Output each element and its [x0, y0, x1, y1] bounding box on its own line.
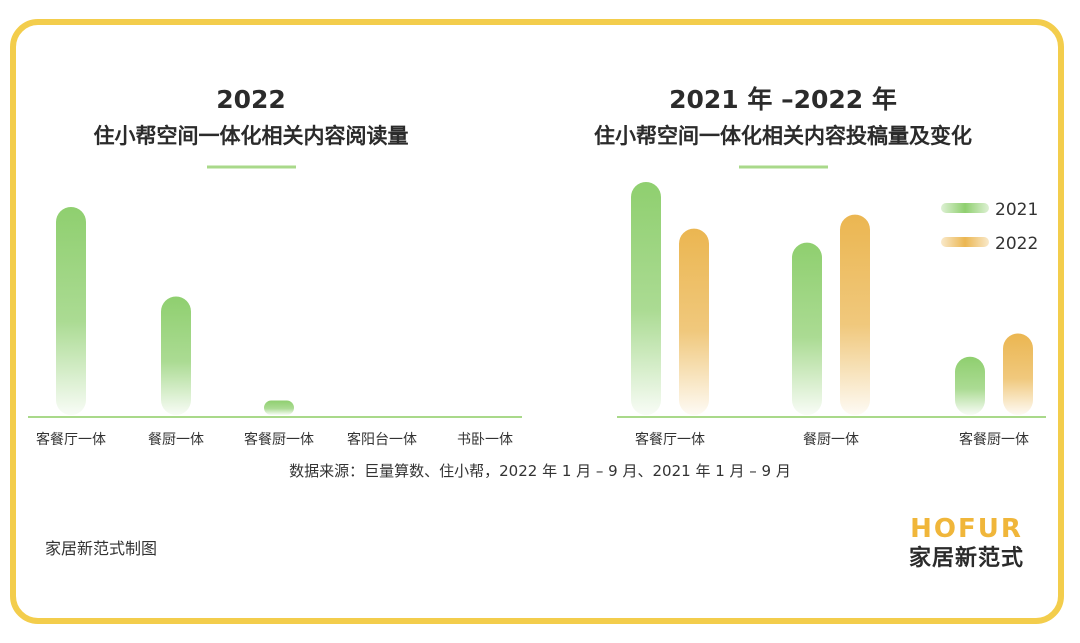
- brand-logo: HOFUR 家居新范式: [909, 514, 1024, 574]
- brand-name-en: HOFUR: [910, 514, 1023, 544]
- bar-cat-1: [161, 296, 191, 415]
- legend-label-2021: 2021: [995, 200, 1038, 220]
- x-tick-label: 客餐厨一体: [244, 431, 314, 448]
- x-tick-label: 客餐厅一体: [36, 431, 106, 448]
- right-chart-bars: [631, 182, 1033, 415]
- right-chart-tick-labels: 客餐厅一体 餐厨一体 客餐厨一体: [635, 431, 1029, 448]
- chart-caption: 家居新范式制图: [45, 539, 158, 558]
- x-tick-label: 客餐厅一体: [635, 431, 705, 448]
- left-chart-tick-labels: 客餐厅一体 餐厨一体 客餐厨一体 客阳台一体 书卧一体: [36, 431, 513, 448]
- right-chart-title-year: 2021 年 –2022 年: [669, 85, 897, 114]
- bar-2022-cat-2: [1003, 333, 1033, 415]
- left-chart-title-year: 2022: [216, 85, 286, 114]
- bar-2022-cat-1: [840, 214, 870, 415]
- x-tick-label: 书卧一体: [457, 432, 513, 448]
- x-tick-label: 客餐厨一体: [959, 431, 1029, 448]
- bar-cat-0: [56, 207, 86, 415]
- x-tick-label: 餐厨一体: [148, 432, 204, 448]
- left-chart-bars: [56, 207, 294, 415]
- legend-swatch-2021: [941, 203, 989, 213]
- data-source-note: 数据来源：巨量算数、住小帮，2022 年 1 月 – 9 月、2021 年 1 …: [289, 462, 791, 480]
- brand-name-cn: 家居新范式: [908, 546, 1024, 571]
- right-chart-title: 住小帮空间一体化相关内容投稿量及变化: [594, 124, 972, 148]
- bar-cat-2: [264, 400, 294, 415]
- bar-2021-cat-1: [792, 242, 822, 415]
- bar-2021-cat-0: [631, 182, 661, 415]
- legend-swatch-2022: [941, 237, 989, 247]
- left-chart-title: 住小帮空间一体化相关内容阅读量: [94, 124, 409, 148]
- right-chart-legend: 2021 2022: [941, 200, 1038, 254]
- legend-label-2022: 2022: [995, 234, 1038, 254]
- x-tick-label: 客阳台一体: [347, 431, 417, 448]
- x-tick-label: 餐厨一体: [803, 432, 859, 448]
- bar-2022-cat-0: [679, 228, 709, 415]
- bar-2021-cat-2: [955, 356, 985, 415]
